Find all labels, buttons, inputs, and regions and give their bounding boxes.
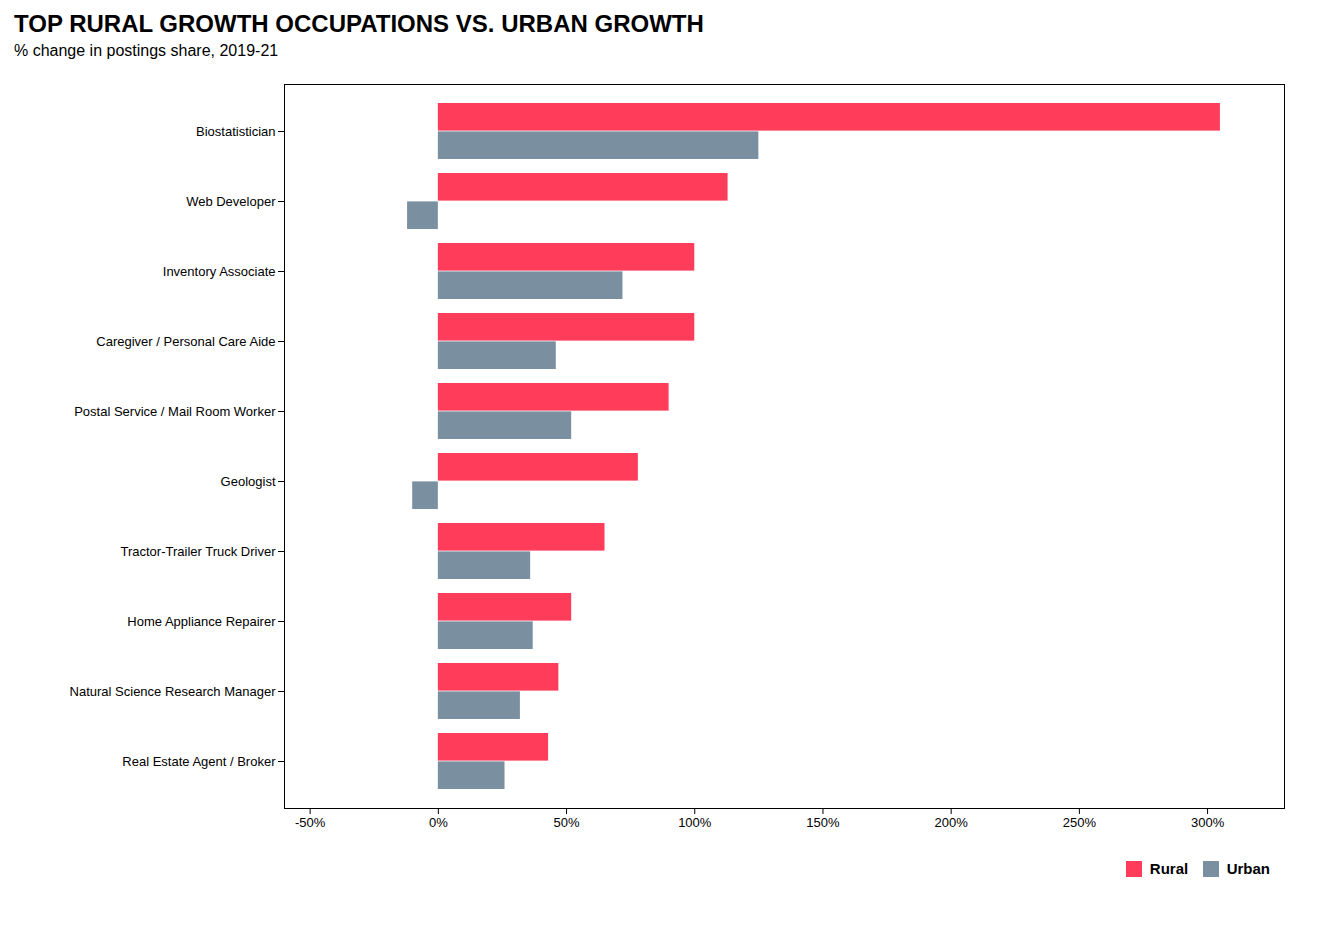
svg-text:Real Estate Agent / Broker: Real Estate Agent / Broker [122, 754, 276, 769]
svg-text:Tractor-Trailer Truck Driver: Tractor-Trailer Truck Driver [120, 544, 276, 559]
svg-text:200%: 200% [935, 815, 969, 830]
svg-text:Biostatistician: Biostatistician [196, 124, 275, 139]
svg-text:Home Appliance Repairer: Home Appliance Repairer [127, 614, 276, 629]
svg-text:100%: 100% [678, 815, 712, 830]
svg-text:300%: 300% [1191, 815, 1225, 830]
svg-text:50%: 50% [554, 815, 580, 830]
svg-text:150%: 150% [806, 815, 840, 830]
svg-text:Caregiver / Personal Care Aide: Caregiver / Personal Care Aide [96, 334, 275, 349]
html-text:Urban: Urban [1226, 860, 1270, 877]
html-text:% change in postings share, 20: % change in postings share, 2019-21 [14, 42, 279, 59]
svg-text:0%: 0% [429, 815, 448, 830]
svg-text:Inventory Associate: Inventory Associate [163, 264, 276, 279]
svg-text:Web Developer: Web Developer [186, 194, 276, 209]
svg-text:Natural Science Research Manag: Natural Science Research Manager [70, 684, 277, 699]
svg-text:Postal Service / Mail Room Wor: Postal Service / Mail Room Worker [74, 404, 276, 419]
svg-text:Geologist: Geologist [221, 474, 276, 489]
svg-text:250%: 250% [1063, 815, 1097, 830]
svg-text:-50%: -50% [295, 815, 326, 830]
html-text:Rural: Rural [1149, 860, 1189, 877]
html-text:TOP RURAL GROWTH OCCUPATIONS V: TOP RURAL GROWTH OCCUPATIONS VS. URBAN G… [14, 10, 704, 37]
